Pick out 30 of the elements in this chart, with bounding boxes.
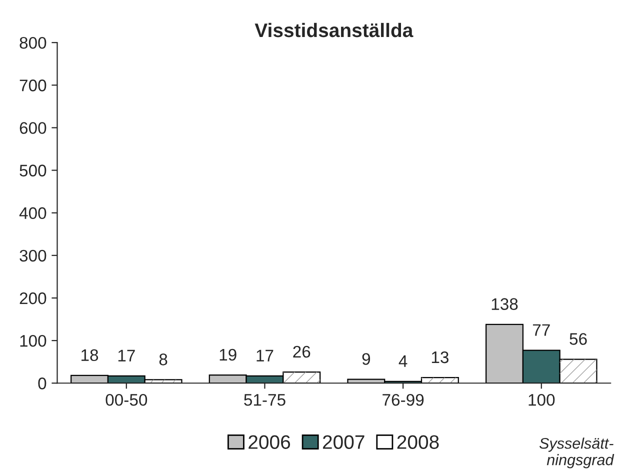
data-label: 138: [492, 298, 518, 310]
y-tick-label: 600: [20, 122, 46, 134]
y-tick-label: 700: [20, 80, 46, 92]
legend-label: 2007: [322, 435, 364, 449]
data-label: 4: [398, 355, 408, 367]
x-tick-label: 00-50: [106, 394, 148, 406]
data-label: 17: [256, 350, 274, 362]
y-tick-label: 400: [19, 207, 46, 220]
y-tick-label: 800: [20, 36, 46, 49]
data-label: 77: [532, 324, 550, 336]
x-tick-label: 76-99: [382, 394, 424, 406]
data-label: 18: [82, 349, 98, 362]
x-axis-title: Sysselsätt- ningsgrad: [539, 438, 614, 468]
y-tick-label: 200: [20, 292, 46, 304]
y-tick-label: 500: [20, 164, 46, 176]
chart-title: Visstidsanställda: [254, 22, 414, 38]
legend-label: 2006: [248, 435, 290, 449]
legend-label: 2008: [397, 435, 439, 449]
x-tick-label: 100: [528, 394, 555, 406]
data-label: 13: [432, 351, 448, 364]
y-tick-label: 300: [20, 250, 46, 262]
x-tick-label: 51-75: [244, 394, 286, 406]
data-label: 19: [220, 348, 236, 361]
data-label: 17: [118, 350, 135, 362]
data-label: 26: [293, 346, 310, 358]
y-tick-label: 100: [20, 334, 46, 347]
data-label: 56: [570, 333, 587, 345]
data-label: 8: [159, 354, 168, 366]
data-label: 9: [362, 353, 370, 365]
y-tick-label: 0: [38, 378, 46, 390]
